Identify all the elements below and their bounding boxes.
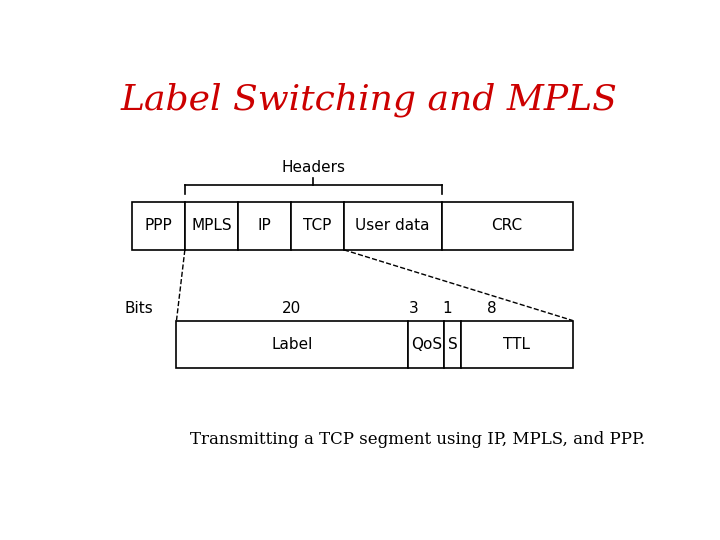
Bar [461, 321, 572, 368]
Text: MPLS: MPLS [191, 218, 232, 233]
Text: QoS: QoS [410, 337, 442, 352]
Bar [238, 202, 291, 250]
Text: 20: 20 [282, 301, 302, 315]
Text: CRC: CRC [492, 218, 523, 233]
Text: Transmitting a TCP segment using IP, MPLS, and PPP.: Transmitting a TCP segment using IP, MPL… [190, 430, 646, 448]
Bar [344, 202, 441, 250]
Text: Label Switching and MPLS: Label Switching and MPLS [120, 83, 618, 117]
Bar [176, 321, 408, 368]
Text: TTL: TTL [503, 337, 531, 352]
Text: User data: User data [356, 218, 430, 233]
Text: Headers: Headers [282, 160, 345, 175]
Bar [291, 202, 344, 250]
Bar [185, 202, 238, 250]
Bar [408, 321, 444, 368]
Text: 3: 3 [409, 301, 418, 315]
Text: Bits: Bits [125, 301, 153, 315]
Text: Label: Label [271, 337, 313, 352]
Text: PPP: PPP [145, 218, 172, 233]
Text: IP: IP [258, 218, 271, 233]
Bar [441, 202, 572, 250]
Text: S: S [448, 337, 458, 352]
Bar [444, 321, 461, 368]
Text: 8: 8 [487, 301, 497, 315]
Text: 1: 1 [442, 301, 452, 315]
Text: TCP: TCP [303, 218, 332, 233]
Bar [132, 202, 185, 250]
